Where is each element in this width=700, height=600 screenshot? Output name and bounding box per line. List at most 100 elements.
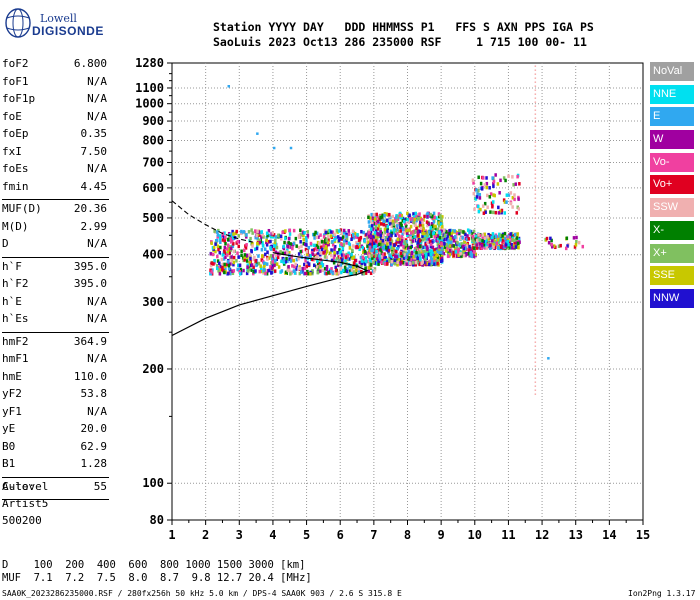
- echo-point: [410, 219, 413, 223]
- echo-point: [269, 245, 273, 249]
- param-row: hmE 110.0: [2, 370, 109, 388]
- echo-point: [421, 220, 424, 225]
- echo-point: [373, 238, 377, 243]
- echo-point: [425, 220, 429, 224]
- echo-point: [458, 250, 461, 254]
- echo-point: [420, 260, 424, 264]
- echo-point: [479, 246, 483, 250]
- echo-point: [438, 250, 442, 255]
- echo-point: [405, 240, 408, 244]
- echo-point: [408, 261, 411, 265]
- echo-point: [400, 223, 403, 228]
- echo-point: [262, 266, 266, 270]
- echo-point: [375, 256, 379, 261]
- echo-point: [305, 263, 308, 267]
- echo-point: [264, 271, 267, 276]
- echo-point: [306, 261, 309, 265]
- echo-point: [502, 239, 506, 244]
- echo-point: [428, 240, 431, 245]
- echo-point: [282, 246, 286, 251]
- echo-point: [581, 244, 585, 249]
- echo-point: [366, 244, 369, 248]
- echo-point: [383, 252, 386, 256]
- echo-point: [441, 215, 444, 219]
- echo-point: [325, 256, 329, 261]
- echo-point: [494, 243, 498, 247]
- echo-point: [253, 255, 256, 260]
- echo-point: [243, 253, 247, 257]
- echo-point: [441, 250, 444, 255]
- echo-point: [510, 231, 514, 236]
- echo-point: [421, 262, 424, 267]
- echo-point: [238, 263, 242, 267]
- echo-point: [284, 235, 288, 240]
- param-row: h`F 395.0: [2, 260, 109, 278]
- echo-point: [391, 247, 395, 252]
- echo-point: [243, 258, 246, 262]
- echo-point: [498, 246, 501, 251]
- echo-point: [477, 207, 481, 212]
- echo-point: [404, 259, 407, 264]
- echo-point: [423, 256, 426, 260]
- echo-point: [358, 260, 362, 265]
- echo-point: [423, 260, 426, 264]
- echo-point: [370, 259, 374, 263]
- echo-point: [286, 265, 290, 270]
- echo-point: [418, 223, 422, 228]
- echo-point: [496, 238, 500, 242]
- echo-point: [445, 246, 448, 250]
- echo-point: [286, 244, 290, 249]
- echo-point: [492, 184, 495, 189]
- echo-point: [440, 260, 444, 264]
- echo-point: [495, 234, 498, 239]
- echo-point: [472, 244, 475, 249]
- param-value: 110.0: [73, 369, 107, 383]
- echo-point: [385, 237, 389, 242]
- echo-point: [425, 260, 428, 265]
- echo-point: [270, 232, 273, 236]
- echo-point: [411, 252, 414, 257]
- echo-point: [323, 271, 327, 275]
- echo-point: [244, 244, 247, 248]
- echo-point: [415, 245, 419, 250]
- echo-point: [510, 246, 513, 250]
- echo-point: [303, 271, 307, 276]
- echo-point: [408, 251, 412, 256]
- legend-item: NNE: [650, 84, 694, 104]
- echo-point: [454, 230, 457, 234]
- echo-point: [469, 249, 473, 254]
- echo-point: [455, 240, 458, 245]
- echo-point: [440, 250, 443, 254]
- echo-point: [432, 262, 436, 266]
- echo-point: [331, 271, 335, 275]
- echo-point: [428, 249, 432, 253]
- echo-point: [368, 251, 371, 255]
- echo-point: [379, 234, 382, 239]
- echo-point: [489, 246, 492, 250]
- echo-point: [267, 228, 271, 233]
- echo-point: [333, 244, 337, 249]
- echo-point: [370, 252, 373, 257]
- echo-point: [452, 253, 456, 257]
- echo-point: [340, 237, 344, 241]
- echo-point: [394, 253, 397, 258]
- echo-point: [209, 271, 212, 276]
- echo-point: [407, 250, 410, 254]
- echo-point: [259, 264, 262, 268]
- echo-point: [395, 219, 398, 223]
- echo-point: [451, 229, 454, 233]
- echo-point: [511, 238, 514, 242]
- echo-point: [300, 255, 303, 259]
- echo-point: [374, 222, 377, 226]
- echo-point: [492, 240, 496, 245]
- echo-point: [268, 240, 271, 244]
- param-value: N/A: [87, 404, 107, 418]
- echo-point: [392, 243, 395, 247]
- echo-point: [297, 252, 301, 256]
- echo-point: [286, 251, 289, 256]
- echo-point: [323, 245, 326, 250]
- echo-point: [339, 236, 342, 241]
- echo-point: [249, 255, 252, 259]
- echo-point: [257, 261, 261, 266]
- echo-point: [260, 258, 264, 262]
